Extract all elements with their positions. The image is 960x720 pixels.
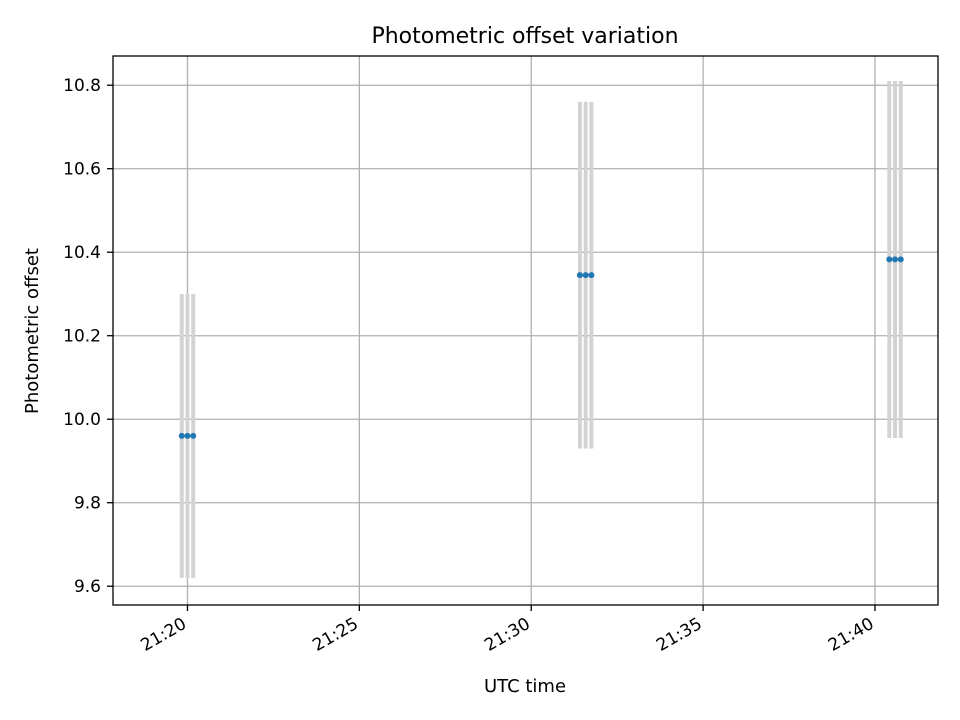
plot-frame <box>112 55 939 606</box>
y-tick-label: 9.8 <box>74 494 101 514</box>
grid <box>113 56 938 605</box>
y-tick-label: 10.4 <box>63 243 101 263</box>
data-point <box>576 272 583 279</box>
data-point <box>897 256 904 263</box>
y-tick-label: 10.6 <box>63 160 101 180</box>
data-point <box>588 272 595 279</box>
y-tick-label: 10.8 <box>63 76 101 96</box>
y-tick-label: 10.0 <box>63 410 101 430</box>
y-tick-label: 9.6 <box>74 577 101 597</box>
data-point <box>582 272 589 279</box>
y-tick-label: 10.2 <box>63 327 101 347</box>
data-point <box>178 432 185 439</box>
y-axis-ticks: 9.6 9.8 10.0 10.2 10.4 10.6 10.8 <box>63 76 113 597</box>
data-point <box>184 432 191 439</box>
chart-title: Photometric offset variation <box>371 24 678 49</box>
data-point <box>892 256 899 263</box>
data-point <box>886 256 893 263</box>
data-point <box>190 432 197 439</box>
data-points <box>178 256 904 439</box>
y-axis-label: Photometric offset <box>22 248 43 414</box>
x-axis-label: UTC time <box>484 676 566 697</box>
